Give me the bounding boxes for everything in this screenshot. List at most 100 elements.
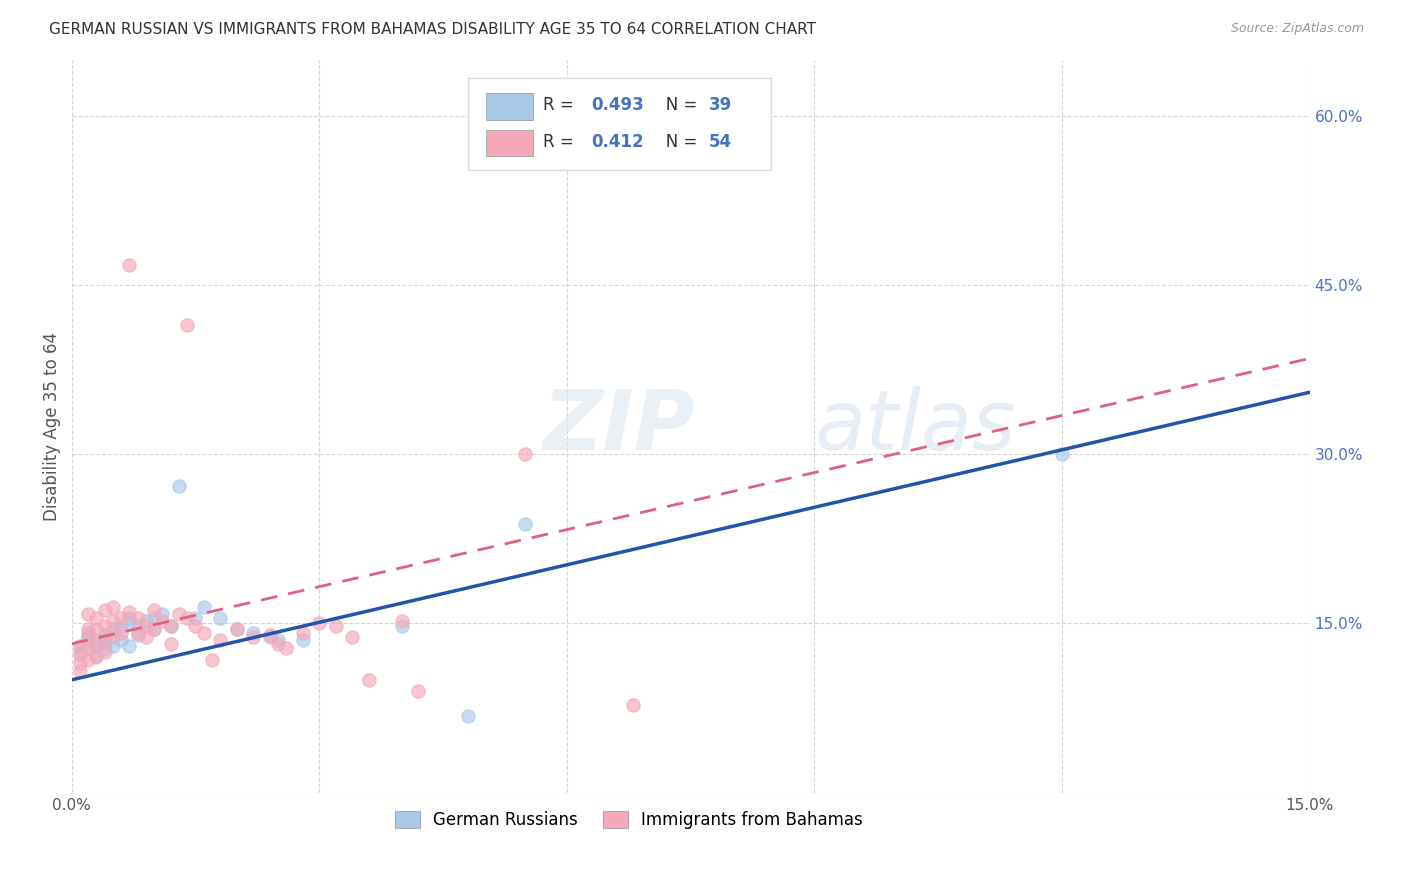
Point [308, 616, 330, 631]
Text: R =: R = [543, 96, 579, 114]
Point [69, 648, 91, 662]
Point [69, 664, 91, 678]
Text: atlas: atlas [814, 385, 1017, 467]
Point [176, 318, 198, 332]
Text: Source: ZipAtlas.com: Source: ZipAtlas.com [1230, 22, 1364, 36]
Point [209, 633, 232, 648]
Point [515, 517, 537, 532]
Point [267, 633, 290, 648]
Point [406, 684, 429, 698]
Point [118, 258, 141, 272]
Point [101, 599, 124, 614]
Point [225, 622, 247, 636]
Point [621, 698, 644, 712]
Point [77, 630, 100, 644]
Point [242, 625, 264, 640]
Y-axis label: Disability Age 35 to 64: Disability Age 35 to 64 [44, 332, 60, 521]
Text: 0.493: 0.493 [592, 96, 644, 114]
Point [184, 619, 207, 633]
Point [127, 619, 149, 633]
Point [84, 622, 107, 636]
Point [150, 607, 173, 622]
Point [184, 611, 207, 625]
Point [167, 479, 190, 493]
Point [159, 619, 181, 633]
Point [118, 605, 141, 619]
Point [69, 656, 91, 670]
Point [325, 619, 347, 633]
Point [391, 614, 413, 628]
Point [201, 652, 224, 666]
Point [101, 614, 124, 628]
Point [77, 622, 100, 636]
Point [77, 652, 100, 666]
Point [93, 641, 115, 656]
Point [357, 673, 380, 687]
Point [242, 630, 264, 644]
FancyBboxPatch shape [468, 78, 770, 169]
Point [143, 622, 166, 636]
Point [135, 619, 157, 633]
Point [1050, 447, 1073, 461]
Point [84, 611, 107, 625]
Point [127, 611, 149, 625]
Point [118, 611, 141, 625]
Point [93, 628, 115, 642]
Point [118, 639, 141, 653]
Point [135, 614, 157, 628]
Point [193, 625, 215, 640]
Point [127, 628, 149, 642]
Point [69, 639, 91, 653]
Text: 54: 54 [709, 133, 733, 151]
Point [167, 607, 190, 622]
Point [77, 630, 100, 644]
Point [515, 447, 537, 461]
Point [77, 641, 100, 656]
Point [176, 611, 198, 625]
Point [110, 633, 132, 648]
Point [84, 633, 107, 648]
Text: GERMAN RUSSIAN VS IMMIGRANTS FROM BAHAMAS DISABILITY AGE 35 TO 64 CORRELATION CH: GERMAN RUSSIAN VS IMMIGRANTS FROM BAHAMA… [49, 22, 817, 37]
Point [267, 637, 290, 651]
Text: N =: N = [650, 96, 703, 114]
Point [110, 619, 132, 633]
Point [150, 614, 173, 628]
Point [274, 641, 297, 656]
Point [84, 639, 107, 653]
Point [259, 630, 281, 644]
Point [84, 648, 107, 662]
Point [193, 599, 215, 614]
Point [84, 650, 107, 665]
Point [77, 641, 100, 656]
Point [118, 616, 141, 631]
Point [101, 628, 124, 642]
Point [84, 637, 107, 651]
Point [225, 622, 247, 636]
Text: R =: R = [543, 133, 579, 151]
Point [77, 607, 100, 622]
Point [291, 633, 314, 648]
Text: 39: 39 [709, 96, 733, 114]
Point [110, 625, 132, 640]
Point [77, 625, 100, 640]
Point [159, 619, 181, 633]
Point [143, 603, 166, 617]
Point [457, 709, 479, 723]
Point [391, 619, 413, 633]
Point [101, 630, 124, 644]
Point [159, 637, 181, 651]
Point [135, 630, 157, 644]
Text: 0.412: 0.412 [592, 133, 644, 151]
Point [93, 619, 115, 633]
Point [69, 645, 91, 659]
Point [93, 635, 115, 649]
Point [143, 622, 166, 636]
Legend: German Russians, Immigrants from Bahamas: German Russians, Immigrants from Bahamas [388, 804, 869, 836]
Point [143, 611, 166, 625]
Point [259, 628, 281, 642]
FancyBboxPatch shape [486, 94, 533, 120]
Point [69, 639, 91, 653]
FancyBboxPatch shape [486, 130, 533, 156]
Point [101, 639, 124, 653]
Point [209, 611, 232, 625]
